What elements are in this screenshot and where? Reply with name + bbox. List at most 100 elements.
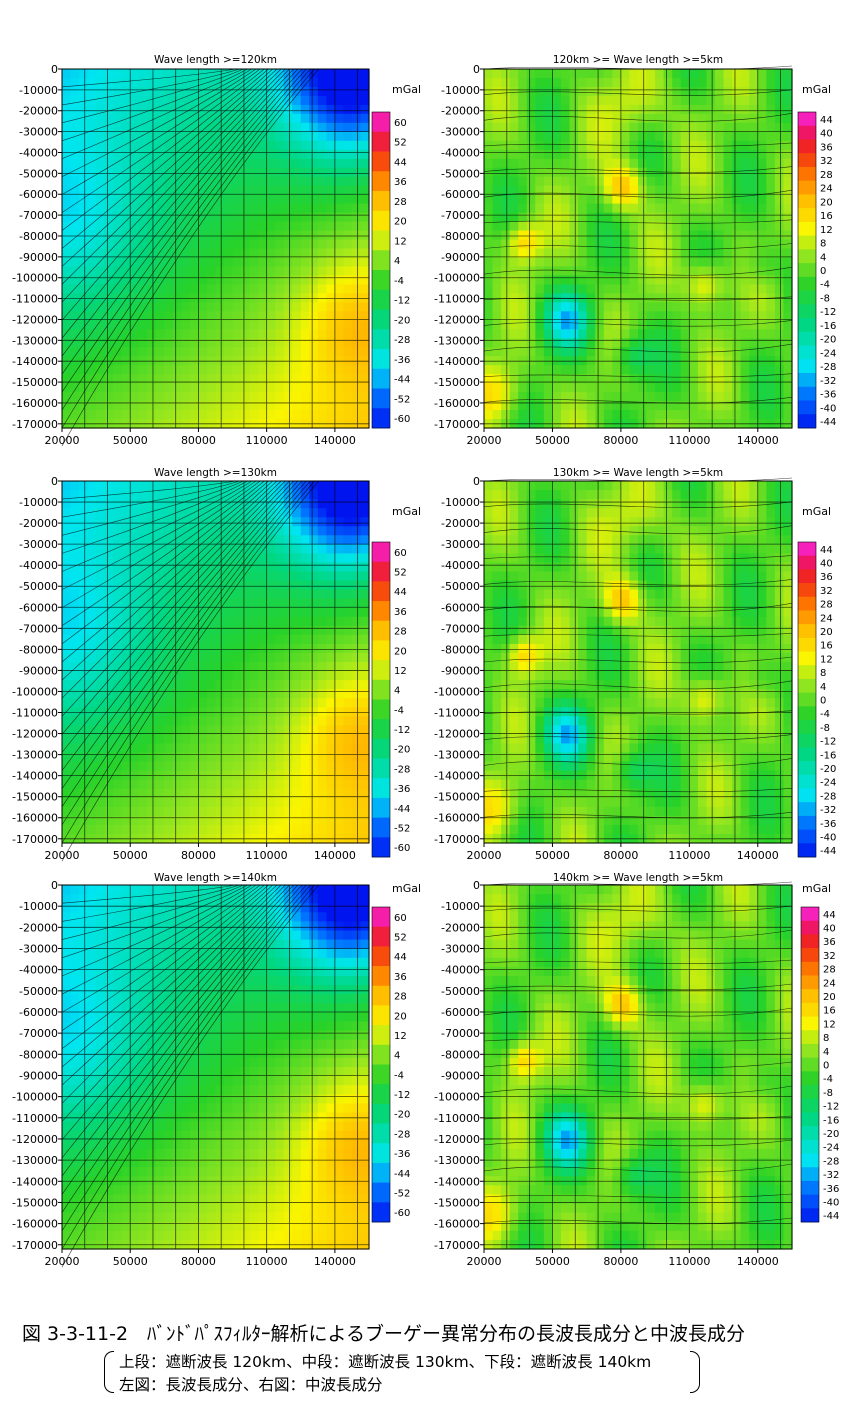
field-cell — [164, 643, 174, 654]
field-cell — [543, 230, 554, 241]
field-cell — [629, 113, 639, 124]
field-cell — [360, 499, 370, 509]
field-cell — [130, 302, 140, 312]
field-cell — [249, 122, 259, 133]
field-cell — [351, 517, 362, 527]
map-panel: Wave length >=130km0-10000-20000-30000-4… — [12, 467, 421, 862]
field-cell — [552, 302, 562, 312]
field-cell — [96, 140, 106, 151]
field-cell — [121, 239, 131, 250]
field-cell — [241, 77, 251, 88]
field-cell — [155, 652, 165, 663]
field-cell — [172, 571, 182, 582]
field-cell — [147, 293, 157, 303]
field-cell — [224, 562, 234, 573]
field-cell — [561, 158, 571, 169]
field-cell — [189, 824, 200, 835]
field-cell — [300, 104, 310, 115]
field-cell — [518, 652, 528, 663]
field-cell — [249, 383, 259, 393]
field-cell — [189, 95, 200, 106]
field-cell — [351, 535, 362, 545]
field-cell — [198, 562, 208, 573]
field-cell — [646, 203, 656, 214]
field-cell — [96, 212, 106, 223]
field-cell — [326, 652, 336, 663]
field-cell — [104, 266, 114, 277]
field-cell — [740, 248, 750, 259]
field-cell — [96, 383, 106, 393]
field-cell — [104, 607, 114, 618]
field-cell — [189, 410, 200, 420]
field-cell — [569, 221, 579, 232]
field-cell — [275, 616, 285, 627]
field-cell — [309, 212, 319, 223]
colorbar-label: 20 — [394, 217, 407, 228]
contour-line — [61, 480, 290, 735]
field-cell — [164, 293, 174, 303]
field-cell — [697, 365, 708, 375]
field-cell — [518, 185, 528, 196]
field-cell — [215, 734, 225, 745]
field-cell — [172, 149, 182, 160]
field-cell — [130, 293, 140, 303]
field-cell — [552, 410, 562, 420]
field-cell — [757, 320, 767, 330]
field-cell — [283, 293, 293, 303]
field-cell — [164, 329, 174, 339]
field-cell — [518, 598, 528, 609]
field-cell — [360, 526, 370, 536]
field-cell — [552, 104, 562, 115]
field-cell — [629, 149, 639, 160]
field-cell — [783, 347, 793, 357]
field-cell — [783, 113, 793, 124]
field-cell — [300, 311, 310, 321]
field-cell — [706, 122, 716, 133]
field-cell — [509, 392, 519, 402]
field-cell — [96, 652, 106, 663]
field-cell — [326, 761, 336, 772]
field-cell — [147, 401, 157, 411]
field-cell — [300, 806, 310, 817]
field-cell — [87, 598, 97, 609]
field-cell — [603, 140, 613, 151]
field-cell — [586, 239, 596, 250]
field-cell — [266, 410, 276, 420]
field-cell — [232, 824, 242, 835]
field-cell — [79, 517, 89, 527]
field-cell — [740, 167, 750, 178]
field-cell — [198, 589, 208, 600]
field-cell — [663, 203, 673, 214]
anomaly-field — [62, 481, 370, 844]
field-cell — [258, 401, 268, 411]
field-cell — [275, 69, 285, 79]
field-cell — [501, 607, 511, 618]
field-cell — [87, 716, 97, 726]
field-cell — [689, 95, 699, 106]
field-cell — [172, 122, 182, 133]
field-cell — [309, 571, 319, 582]
field-cell — [561, 338, 571, 348]
field-cell — [138, 725, 148, 735]
field-cell — [492, 140, 502, 151]
field-cell — [266, 535, 276, 545]
field-cell — [343, 248, 353, 259]
field-cell — [526, 392, 536, 402]
field-cell — [561, 275, 571, 285]
field-cell — [309, 824, 319, 835]
field-cell — [509, 230, 519, 241]
field-cell — [526, 365, 536, 375]
colorbar-label: 12 — [394, 236, 407, 247]
field-cell — [198, 77, 208, 88]
field-cell — [232, 347, 242, 357]
field-cell — [249, 167, 259, 178]
field-cell — [300, 257, 310, 268]
colorbar: 444036322824201612840-4-8-12-16-20-24-28… — [797, 83, 836, 429]
field-cell — [309, 365, 319, 375]
field-cell — [215, 239, 225, 250]
y-tick-label: -130000 — [12, 749, 58, 762]
field-cell — [317, 401, 327, 411]
field-cell — [155, 806, 165, 817]
field-cell — [130, 149, 140, 160]
field-cell — [241, 104, 251, 115]
